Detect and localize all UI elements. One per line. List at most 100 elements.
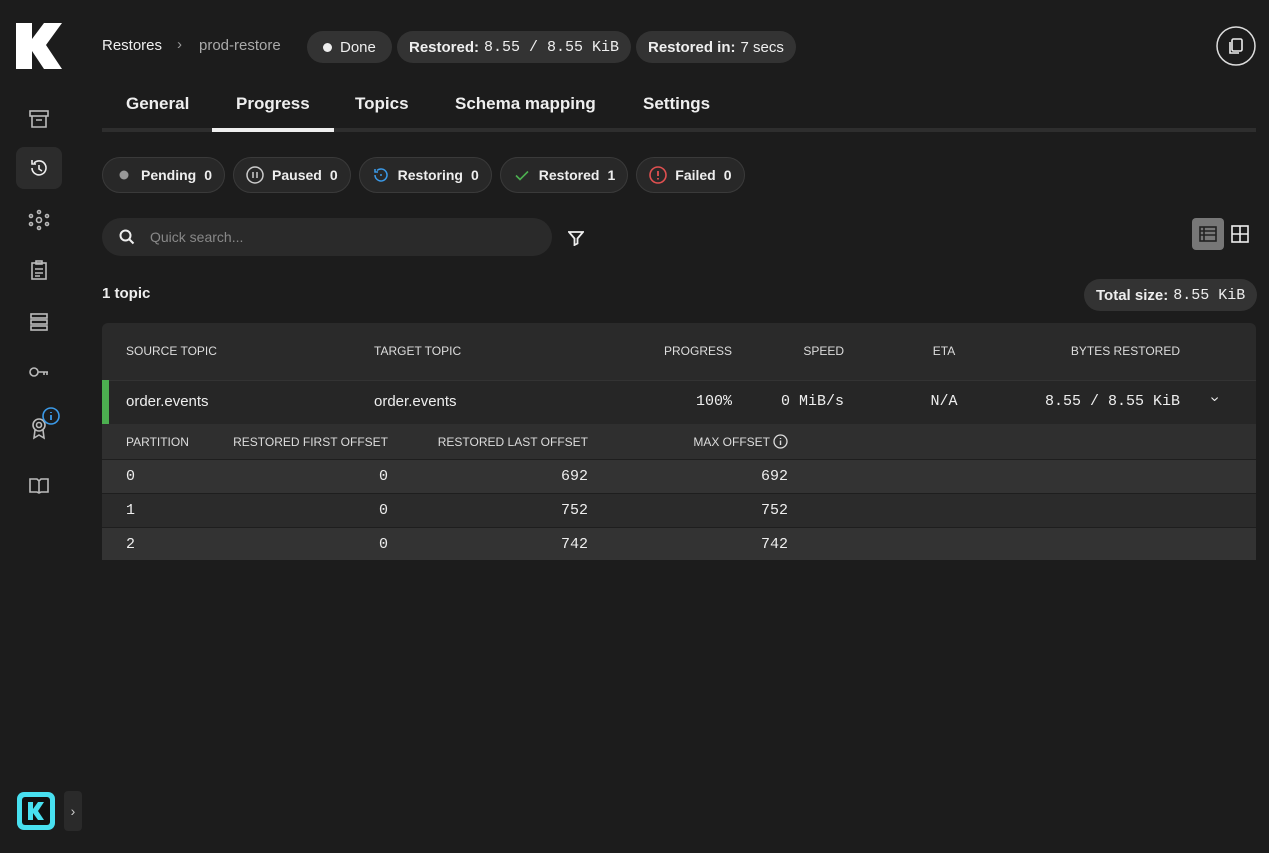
filter-pill[interactable]: Failed 0	[636, 157, 745, 193]
nav-archive[interactable]	[28, 108, 50, 130]
tab[interactable]: Topics	[355, 94, 409, 113]
info-icon[interactable]	[773, 434, 788, 449]
breadcrumb-separator: ›	[177, 36, 182, 53]
tab[interactable]: Settings	[643, 94, 711, 113]
filter-count: 0	[204, 167, 213, 183]
filter-count: 0	[470, 167, 479, 183]
info-badge	[42, 407, 60, 425]
partition-row	[102, 527, 1256, 560]
search-placeholder: Quick search...	[150, 229, 244, 245]
partition-cell: 0	[126, 468, 136, 485]
filter-label: Pending	[141, 167, 197, 183]
column-header: BYTES RESTORED	[1070, 344, 1180, 358]
filter-pill[interactable]: Restored 1	[499, 157, 629, 193]
grid-view-button[interactable]	[1230, 224, 1250, 244]
partition-column-header: RESTORED LAST OFFSET	[437, 435, 588, 449]
column-header: TARGET TOPIC	[374, 344, 462, 358]
partition-column-header: PARTITION	[126, 435, 189, 449]
partition-cell: 692	[560, 468, 588, 485]
active-tab-underline	[212, 128, 334, 132]
partition-cell: 0	[378, 502, 388, 519]
filter-label: Restored	[538, 167, 600, 183]
topic-cell: order.events	[126, 393, 209, 410]
logo	[16, 23, 62, 69]
partition-cell: 752	[760, 502, 788, 519]
partition-cell: 2	[126, 536, 136, 553]
total-size-pill: Total size: 8.55 KiB	[1084, 279, 1258, 311]
topic-count: 1 topic	[102, 285, 151, 302]
nav-storage[interactable]	[28, 311, 50, 333]
filter-label: Restoring	[397, 167, 463, 183]
search-box[interactable]: Quick search...	[102, 218, 552, 256]
partition-cell: 742	[560, 536, 588, 553]
workspace-logo[interactable]	[16, 791, 56, 831]
filter-icon	[246, 166, 264, 184]
topic-cell: 0 MiB/s	[780, 393, 844, 410]
partition-cell: 752	[560, 502, 588, 519]
filter-icon	[373, 168, 388, 182]
state-pill: Done	[307, 31, 392, 63]
filter-button[interactable]	[568, 230, 584, 246]
partition-cell: 692	[760, 468, 788, 485]
nav-restores[interactable]	[28, 157, 50, 179]
tab[interactable]: Schema mapping	[455, 94, 596, 113]
copy-button[interactable]	[1216, 26, 1256, 66]
filter-icon	[515, 170, 529, 181]
partition-cell: 1	[126, 502, 136, 519]
topic-cell: order.events	[374, 393, 457, 410]
nav-docs[interactable]	[28, 474, 50, 496]
partition-column-header: RESTORED FIRST OFFSET	[233, 435, 388, 449]
nav-license[interactable]	[28, 415, 50, 441]
breadcrumb-current: prod-restore	[199, 37, 281, 54]
column-header: PROGRESS	[663, 344, 732, 358]
filter-pill[interactable]: Paused 0	[233, 157, 351, 193]
filter-count: 0	[329, 167, 338, 183]
partition-cell: 742	[760, 536, 788, 553]
column-header: SPEED	[803, 344, 844, 358]
filter-count: 0	[723, 167, 732, 183]
time-value: 7 secs	[740, 38, 784, 56]
state-text: Done	[340, 38, 376, 56]
filter-count: 1	[607, 167, 616, 183]
filter-pill[interactable]: Restoring 0	[358, 157, 492, 193]
restored-pill: Restored: 8.55 / 8.55 KiB	[397, 31, 632, 63]
partition-header-row	[102, 424, 1256, 459]
topics-table: SOURCE TOPIC TARGET TOPIC PROGRESS SPEED ETA…	[102, 323, 1256, 560]
state-dot	[323, 42, 332, 52]
topic-cell: N/A	[930, 393, 958, 410]
restored-value: 8.55 / 8.55 KiB	[484, 38, 620, 56]
list-view-button[interactable]	[1192, 218, 1224, 250]
time-label: Restored in:	[648, 38, 736, 56]
tab-rail	[102, 128, 1256, 132]
filter-label: Paused	[272, 167, 322, 183]
time-pill: Restored in: 7 secs	[636, 31, 796, 63]
restored-label: Restored:	[409, 38, 480, 56]
breadcrumb-parent[interactable]: Restores	[102, 37, 163, 54]
nav-topology[interactable]	[28, 209, 50, 231]
partition-column-header: MAX OFFSET	[693, 435, 770, 449]
partition-cell: 0	[378, 536, 388, 553]
expand-chevron[interactable]: ›	[1206, 396, 1224, 402]
topic-cell: 8.55 / 8.55 KiB	[1044, 393, 1180, 410]
expand-sidebar[interactable]: ›	[64, 791, 82, 831]
partition-row	[102, 459, 1256, 494]
tab[interactable]: General	[126, 94, 190, 113]
filter-icon	[649, 166, 668, 184]
column-header: ETA	[932, 344, 956, 358]
tab[interactable]: Progress	[236, 94, 310, 113]
topic-row[interactable]	[102, 380, 1256, 425]
column-header: SOURCE TOPIC	[126, 344, 217, 358]
nav-keys[interactable]	[28, 361, 50, 383]
partition-cell: 0	[378, 468, 388, 485]
filter-pill[interactable]: Pending 0	[102, 157, 226, 193]
nav-tasks[interactable]	[28, 259, 50, 281]
search-icon	[119, 229, 135, 245]
total-size-label: Total size:	[1096, 286, 1169, 304]
filter-icon	[119, 170, 129, 180]
topic-cell: 100%	[695, 393, 732, 410]
filter-label: Failed	[675, 167, 716, 183]
partition-row	[102, 493, 1256, 528]
total-size-value: 8.55 KiB	[1173, 286, 1246, 304]
